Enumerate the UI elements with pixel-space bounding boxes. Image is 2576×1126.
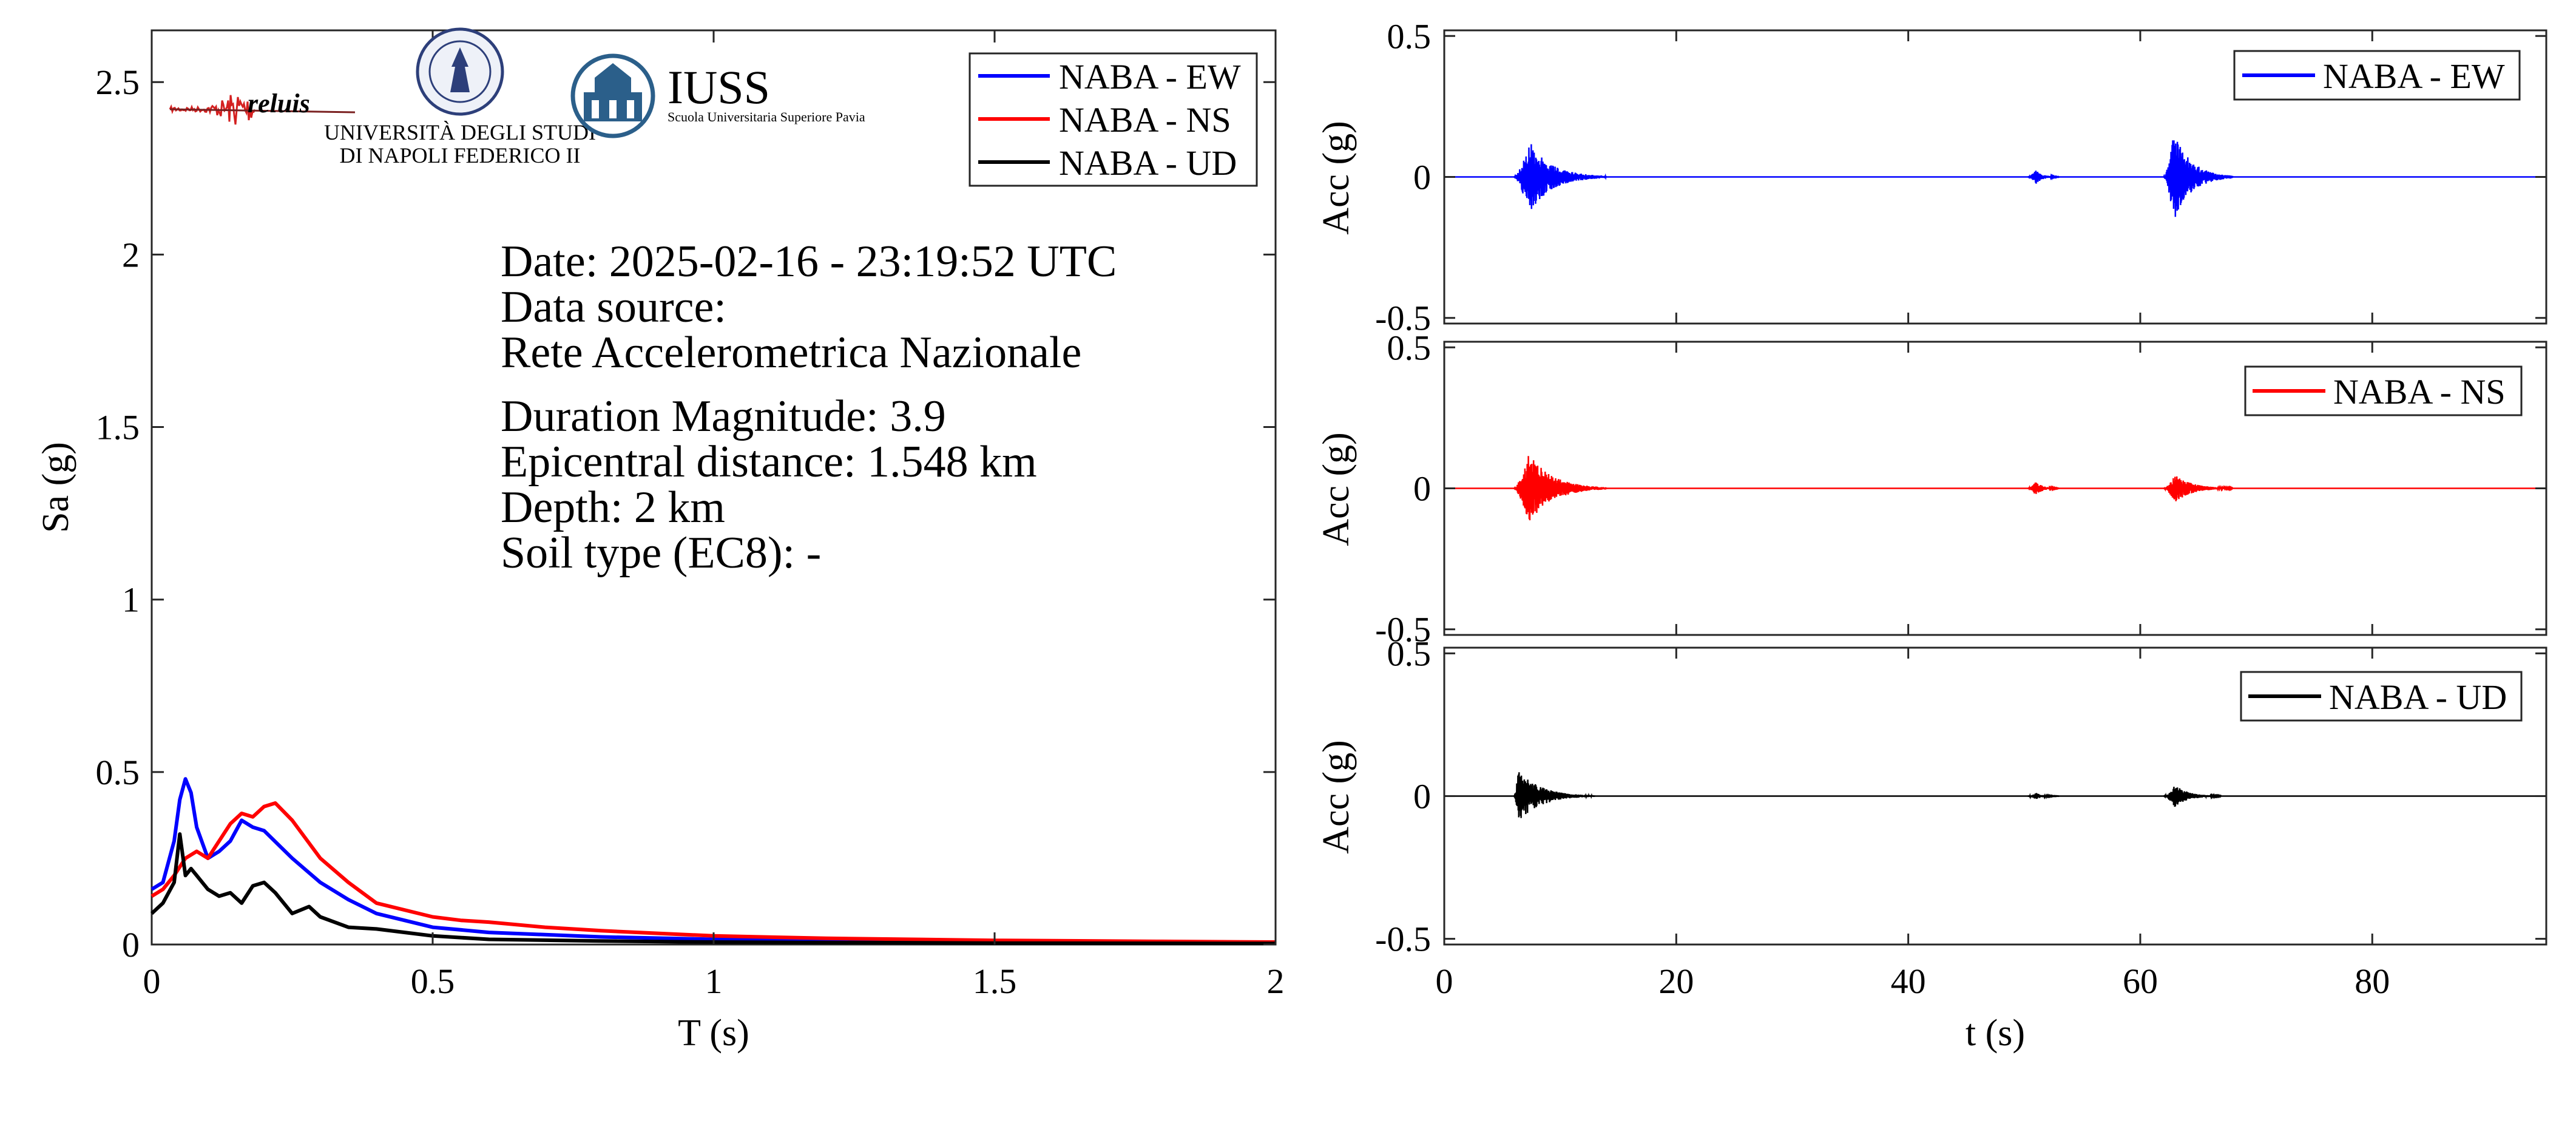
legend-label-ew: NABA - EW — [1059, 57, 1241, 97]
accelerogram-ew-ticks: -0.5 0 0.5 — [1375, 16, 2546, 338]
accelerogram-x-tick-label: 60 — [2123, 962, 2158, 1001]
iuss-subtitle: Scuola Universitaria Superiore Pavia — [668, 109, 865, 124]
accelerogram-ew-panel: -0.5 0 0.5 Acc (g) NABA - EW — [1316, 16, 2547, 338]
spectrum-y-tick-label: 0 — [122, 925, 140, 965]
reluis-wordmark: reluis — [248, 89, 310, 118]
accelerogram-naba-ns-burst — [1513, 456, 1607, 521]
spectrum-y-tick-label: 0.5 — [96, 753, 140, 792]
unina-name-line1: UNIVERSITÀ DEGLI STUDI — [324, 120, 596, 144]
info-epicentral-distance: Epicentral distance: 1.548 km — [501, 437, 1037, 487]
unina-logo: UNIVERSITÀ DEGLI STUDI DI NAPOLI FEDERIC… — [324, 27, 596, 168]
spectrum-y-tick-label: 1 — [122, 580, 140, 620]
accelerogram-ew-legend-box — [2233, 50, 2521, 101]
spectrum-y-tick-label: 2.5 — [96, 63, 140, 102]
accelerogram-ew-series-layer — [1444, 140, 2546, 217]
accelerogram-ud-legend: NABA - UD — [2240, 671, 2523, 722]
accelerogram-x-axis-label: t (s) — [1966, 1012, 2025, 1054]
accelerogram-ud-legend-box — [2240, 671, 2523, 722]
accelerogram-ud-panel: 0 20 40 60 80-0.500.5 Acc (g) t (s) NABA - U… — [1316, 634, 2547, 1054]
accelerogram-ew-legend-label: NABA - EW — [2323, 56, 2505, 96]
spectrum-series-naba-ud — [150, 832, 1276, 946]
accelerogram-y-tick-label: 0 — [1413, 469, 1431, 509]
accelerogram-ew-legend: NABA - EW — [2233, 50, 2521, 101]
accelerogram-ud-series-layer — [1444, 772, 2546, 818]
spectrum-x-tick-label: 1.5 — [973, 962, 1017, 1001]
legend-label-ns: NABA - NS — [1059, 100, 1231, 140]
accelerogram-y-tick-label: 0.5 — [1387, 634, 1432, 673]
accelerogram-y-tick-label: -0.5 — [1375, 299, 1431, 338]
iuss-wordmark: IUSS — [668, 61, 770, 114]
info-magnitude: Duration Magnitude: 3.9 — [501, 392, 946, 441]
accelerogram-y-tick-label: 0.5 — [1387, 16, 1432, 56]
info-depth: Depth: 2 km — [501, 483, 725, 532]
accelerogram-ns-ticks: -0.5 0 0.5 — [1375, 328, 2546, 649]
accelerogram-ns-legend: NABA - NS — [2244, 365, 2523, 416]
spectrum-series-naba-ns — [150, 801, 1276, 944]
spectrum-legend: NABA - EW NABA - NS NABA - UD — [969, 52, 1258, 187]
legend-label-ud: NABA - UD — [1059, 143, 1237, 183]
accelerogram-naba-ns-burst — [2027, 482, 2060, 494]
spectrum-x-axis-label: T (s) — [678, 1012, 749, 1054]
spectrum-y-axis-label: Sa (g) — [35, 442, 76, 533]
accelerogram-ud-ticks: 0 20 40 60 80-0.500.5 — [1375, 634, 2546, 1001]
accelerogram-naba-ew-burst — [2163, 140, 2234, 217]
accelerogram-ns-y-axis-label: Acc (g) — [1316, 432, 1357, 546]
spectrum-x-ticks: 0 0.5 1 1.5 2 — [143, 30, 1285, 1001]
accelerogram-y-tick-label: 0.5 — [1387, 328, 1432, 367]
accelerogram-naba-ud-burst — [2163, 787, 2222, 807]
reluis-logo: reluis — [169, 89, 356, 125]
accelerogram-y-tick-label: -0.5 — [1375, 610, 1431, 649]
info-date: Date: 2025-02-16 - 23:19:52 UTC — [501, 237, 1117, 287]
reluis-baseline — [169, 108, 356, 114]
unina-seal-inner — [428, 40, 492, 103]
spectrum-x-tick-label: 0 — [143, 962, 161, 1001]
response-spectrum-panel: 0 0.5 1 1.5 2 0 0.5 1 1.5 2 2.5 T (s) Sa (g) Date… — [35, 27, 1285, 1054]
accelerogram-x-tick-label: 40 — [1891, 962, 1926, 1001]
unina-name-line2: DI NAPOLI FEDERICO II — [340, 143, 581, 168]
event-info-block: Date: 2025-02-16 - 23:19:52 UTC Data sou… — [501, 237, 1117, 578]
accelerogram-x-tick-label: 0 — [1436, 962, 1453, 1001]
accelerogram-ew-y-axis-label: Acc (g) — [1316, 121, 1357, 235]
spectrum-x-tick-label: 2 — [1267, 962, 1285, 1001]
info-data-source-label: Data source: — [501, 282, 726, 332]
accelerogram-y-tick-label: -0.5 — [1375, 920, 1431, 959]
accelerogram-naba-ns-burst — [2163, 476, 2234, 501]
accelerogram-x-tick-label: 20 — [1658, 962, 1694, 1001]
spectrum-y-tick-label: 2 — [122, 235, 140, 274]
accelerogram-ns-panel: -0.5 0 0.5 Acc (g) NABA - NS — [1316, 328, 2547, 649]
accelerogram-naba-ud-burst — [2027, 793, 2060, 800]
accelerogram-x-tick-label: 80 — [2355, 962, 2390, 1001]
info-data-source: Rete Accelerometrica Nazionale — [501, 328, 1081, 378]
iuss-logo: IUSS Scuola Universitaria Superiore Pavi… — [570, 53, 865, 138]
unina-seal-figure — [450, 47, 470, 92]
accelerogram-naba-ew-burst — [2027, 171, 2060, 184]
spectrum-x-tick-label: 1 — [705, 962, 723, 1001]
accelerogram-ns-series-layer — [1444, 456, 2546, 521]
accelerogram-ud-y-axis-label: Acc (g) — [1316, 740, 1357, 854]
spectrum-x-tick-label: 0.5 — [411, 962, 455, 1001]
accelerogram-ud-legend-label: NABA - UD — [2329, 677, 2507, 717]
accelerogram-naba-ud-burst — [1513, 772, 1596, 818]
info-soil-type: Soil type (EC8): - — [501, 528, 821, 578]
accelerogram-y-tick-label: 0 — [1413, 777, 1431, 816]
accelerogram-y-tick-label: 0 — [1413, 158, 1431, 197]
accelerogram-ns-legend-label: NABA - NS — [2333, 372, 2506, 412]
accelerogram-naba-ew-burst — [1513, 144, 1607, 209]
spectrum-y-tick-label: 1.5 — [96, 408, 140, 447]
spectrum-y-ticks: 0 0.5 1 1.5 2 2.5 — [96, 63, 1276, 965]
